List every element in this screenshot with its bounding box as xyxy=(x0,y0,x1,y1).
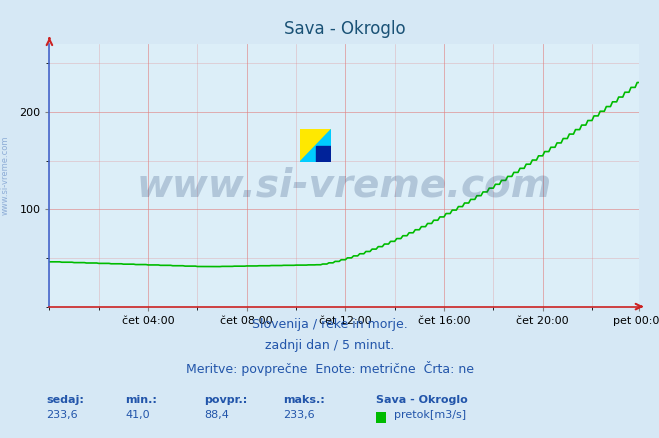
Text: www.si-vreme.com: www.si-vreme.com xyxy=(1,135,10,215)
Polygon shape xyxy=(300,129,331,162)
Text: Meritve: povprečne  Enote: metrične  Črta: ne: Meritve: povprečne Enote: metrične Črta:… xyxy=(185,361,474,376)
Text: pretok[m3/s]: pretok[m3/s] xyxy=(394,410,466,420)
Text: www.si-vreme.com: www.si-vreme.com xyxy=(136,167,552,205)
Text: min.:: min.: xyxy=(125,395,157,405)
Bar xyxy=(316,145,331,162)
Text: povpr.:: povpr.: xyxy=(204,395,248,405)
Polygon shape xyxy=(300,129,331,162)
Text: maks.:: maks.: xyxy=(283,395,325,405)
Text: 88,4: 88,4 xyxy=(204,410,229,420)
Text: Slovenija / reke in morje.: Slovenija / reke in morje. xyxy=(252,318,407,331)
Text: 233,6: 233,6 xyxy=(283,410,315,420)
Text: 233,6: 233,6 xyxy=(46,410,78,420)
Text: zadnji dan / 5 minut.: zadnji dan / 5 minut. xyxy=(265,339,394,353)
Title: Sava - Okroglo: Sava - Okroglo xyxy=(283,20,405,38)
Text: sedaj:: sedaj: xyxy=(46,395,84,405)
Text: 41,0: 41,0 xyxy=(125,410,150,420)
Text: Sava - Okroglo: Sava - Okroglo xyxy=(376,395,467,405)
